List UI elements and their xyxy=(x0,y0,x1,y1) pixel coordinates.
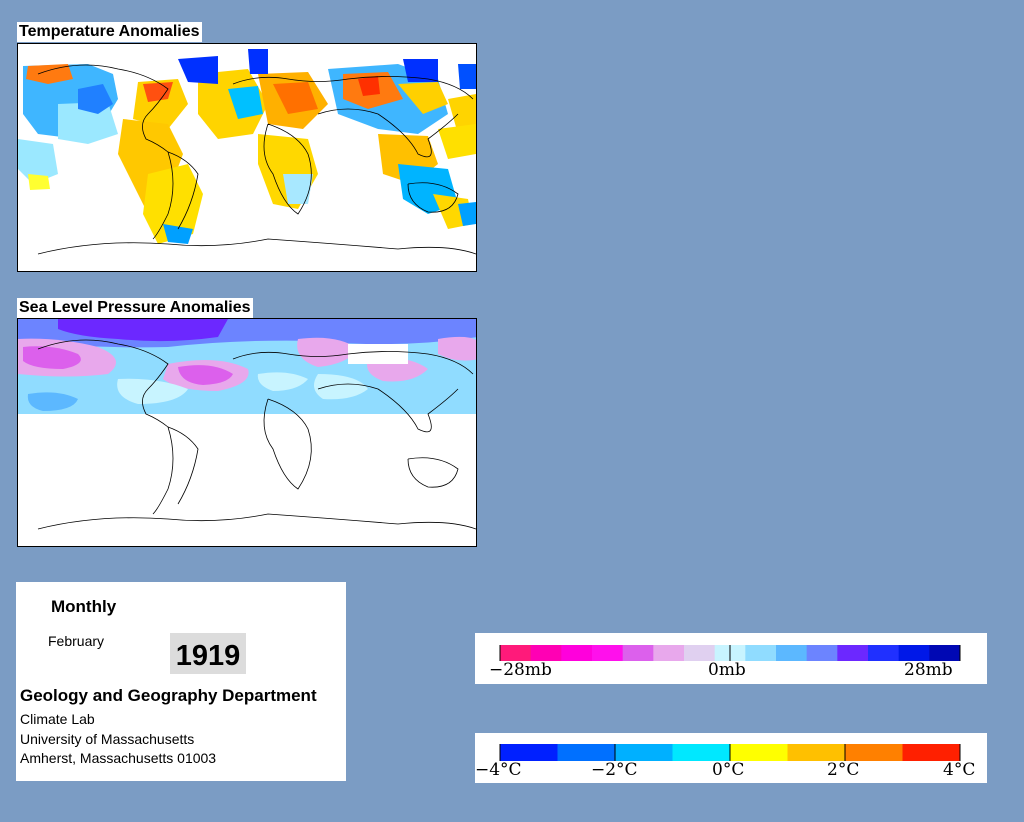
pressure-swatch-3 xyxy=(592,645,624,661)
pressure-min-label: −28mb xyxy=(489,660,552,680)
temperature-swatch-5 xyxy=(787,744,846,761)
pressure-swatch-2 xyxy=(561,645,593,661)
temperature-swatch-1 xyxy=(557,744,616,761)
pressure-swatch-5 xyxy=(653,645,685,661)
temperature-swatch-2 xyxy=(615,744,673,761)
pressure-anomaly-patches xyxy=(18,319,476,546)
pressure-swatch-4 xyxy=(622,645,654,661)
pressure-swatch-6 xyxy=(684,645,716,661)
pressure-swatch-9 xyxy=(776,645,808,661)
pressure-swatch-0 xyxy=(500,645,532,661)
pressure-color-bar xyxy=(499,645,961,661)
temperature-swatch-0 xyxy=(500,744,558,761)
pressure-swatch-10 xyxy=(806,645,838,661)
month-label: February xyxy=(48,633,105,649)
pressure-max-label: 28mb xyxy=(904,660,953,680)
temperature-map-coastlines xyxy=(37,64,476,255)
pressure-swatch-8 xyxy=(745,645,777,661)
department-name: Geology and Geography Department xyxy=(20,686,317,705)
temp-label-4: 4°C xyxy=(943,760,976,780)
temperature-swatch-7 xyxy=(902,744,961,761)
temperature-swatch-4 xyxy=(730,744,788,761)
pressure-map-title: Sea Level Pressure Anomalies xyxy=(17,298,253,318)
temperature-map-title: Temperature Anomalies xyxy=(17,22,202,42)
year-display: 1919 xyxy=(170,633,246,674)
temperature-anomaly-patches xyxy=(18,49,476,244)
pressure-swatch-13 xyxy=(898,645,930,661)
temperature-anomaly-map xyxy=(17,43,477,272)
pressure-color-legend: −28mb 0mb 28mb xyxy=(475,633,987,684)
temperature-swatch-3 xyxy=(672,744,731,761)
temp-label-0: 0°C xyxy=(712,760,745,780)
period-label: Monthly xyxy=(51,597,117,616)
temperature-color-legend: −4°C −2°C 0°C 2°C 4°C xyxy=(475,733,987,783)
pressure-zero-label: 0mb xyxy=(708,660,746,680)
temperature-swatch-6 xyxy=(845,744,903,761)
pressure-swatch-1 xyxy=(530,645,562,661)
pressure-map-coastlines xyxy=(37,339,476,530)
pressure-swatch-14 xyxy=(929,645,961,661)
lab-name: Climate Lab xyxy=(20,711,95,727)
temp-label-minus4: −4°C xyxy=(475,760,522,780)
pressure-swatch-11 xyxy=(837,645,869,661)
address-line: Amherst, Massachusetts 01003 xyxy=(20,750,217,766)
temp-label-2: 2°C xyxy=(827,760,860,780)
university-name: University of Massachusetts xyxy=(20,731,195,747)
pressure-swatch-12 xyxy=(868,645,900,661)
pressure-anomaly-map xyxy=(17,318,477,547)
temperature-color-bar xyxy=(499,744,961,761)
info-panel: Monthly February 1919 Geology and Geogra… xyxy=(16,582,346,781)
temp-label-minus2: −2°C xyxy=(591,760,638,780)
